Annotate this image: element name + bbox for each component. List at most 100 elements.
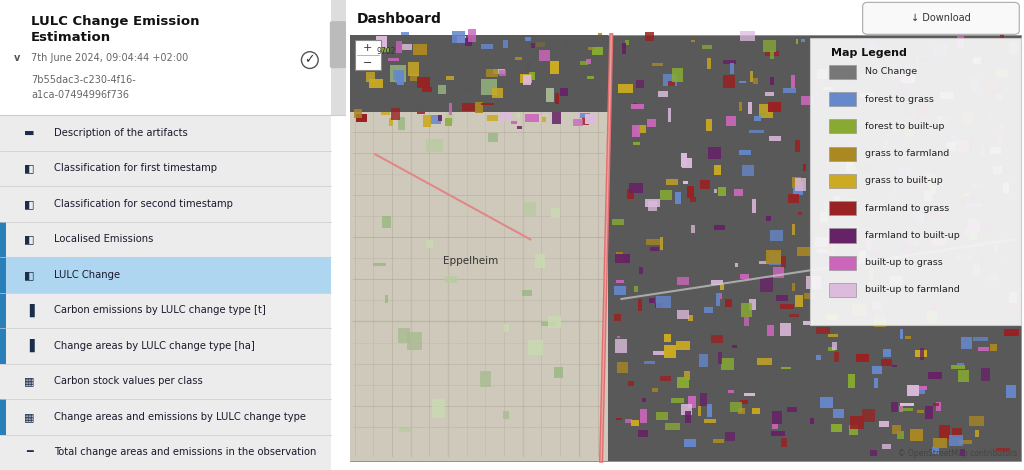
Bar (765, 51, 779, 56)
Bar (767, 325, 774, 336)
Bar (781, 257, 786, 268)
Bar (935, 177, 940, 183)
Bar (707, 58, 711, 69)
Bar (978, 347, 989, 351)
Bar (426, 240, 433, 249)
Bar (872, 300, 882, 309)
Bar (765, 92, 773, 96)
Bar (446, 76, 454, 80)
Bar (770, 77, 774, 85)
Bar (796, 178, 806, 191)
Bar (517, 126, 522, 129)
Bar (779, 304, 795, 309)
Bar (591, 41, 596, 52)
Bar (437, 115, 441, 121)
Text: a1ca-07494996f736: a1ca-07494996f736 (31, 90, 129, 100)
Bar (738, 102, 741, 111)
Bar (959, 440, 972, 444)
FancyBboxPatch shape (810, 38, 1021, 325)
Bar (798, 212, 802, 215)
Bar (971, 195, 976, 203)
Bar (957, 363, 965, 366)
FancyBboxPatch shape (349, 35, 608, 112)
Bar (590, 79, 596, 90)
FancyBboxPatch shape (349, 35, 608, 112)
Bar (845, 199, 856, 212)
Bar (465, 38, 472, 46)
Bar (991, 147, 1000, 151)
Bar (414, 44, 427, 55)
Bar (909, 234, 915, 247)
FancyBboxPatch shape (349, 35, 608, 112)
FancyBboxPatch shape (349, 35, 608, 112)
Bar (892, 365, 897, 368)
Bar (780, 323, 791, 336)
Bar (770, 51, 774, 59)
Text: ▦: ▦ (25, 412, 35, 422)
Bar (962, 337, 972, 349)
Text: farmland to built-up: farmland to built-up (864, 231, 959, 240)
Bar (889, 231, 897, 235)
Bar (766, 216, 771, 221)
Bar (560, 99, 572, 106)
FancyBboxPatch shape (349, 35, 608, 112)
Bar (592, 40, 601, 51)
FancyBboxPatch shape (349, 35, 608, 112)
Text: Localised Emissions: Localised Emissions (53, 235, 153, 244)
Bar (833, 409, 845, 418)
Bar (404, 44, 411, 48)
FancyBboxPatch shape (349, 35, 608, 112)
Bar (803, 321, 813, 325)
Bar (492, 88, 503, 98)
FancyBboxPatch shape (349, 35, 608, 112)
Bar (718, 352, 722, 364)
Bar (900, 329, 903, 339)
FancyBboxPatch shape (0, 328, 6, 364)
Bar (475, 71, 486, 79)
Bar (972, 184, 983, 187)
Bar (957, 370, 969, 382)
Bar (773, 267, 784, 278)
Bar (706, 119, 712, 131)
Bar (933, 52, 947, 55)
Bar (586, 43, 593, 53)
Bar (812, 283, 816, 290)
Bar (642, 398, 646, 402)
Bar (851, 166, 856, 179)
Bar (398, 118, 406, 130)
Bar (826, 242, 835, 254)
FancyBboxPatch shape (349, 35, 608, 112)
Bar (938, 118, 949, 124)
Bar (830, 424, 842, 432)
Bar (833, 196, 841, 202)
Bar (802, 39, 805, 41)
Bar (748, 102, 752, 114)
Bar (827, 243, 831, 251)
Bar (691, 226, 695, 233)
Bar (933, 438, 947, 448)
Bar (864, 165, 873, 173)
Bar (949, 435, 963, 446)
Bar (524, 91, 528, 96)
Bar (828, 228, 856, 243)
Bar (857, 121, 866, 125)
Bar (410, 74, 418, 80)
FancyBboxPatch shape (355, 40, 381, 70)
Bar (554, 367, 563, 378)
Bar (891, 402, 898, 413)
Bar (743, 317, 750, 326)
FancyBboxPatch shape (349, 35, 608, 112)
Bar (587, 76, 594, 79)
Bar (721, 359, 734, 370)
Bar (750, 71, 753, 82)
Bar (739, 81, 746, 83)
FancyBboxPatch shape (0, 399, 6, 434)
Bar (795, 295, 804, 307)
Bar (523, 75, 530, 85)
Bar (848, 374, 855, 388)
Bar (846, 161, 854, 172)
Bar (740, 31, 755, 41)
Bar (535, 254, 545, 268)
Bar (439, 92, 451, 104)
Bar (760, 278, 773, 292)
